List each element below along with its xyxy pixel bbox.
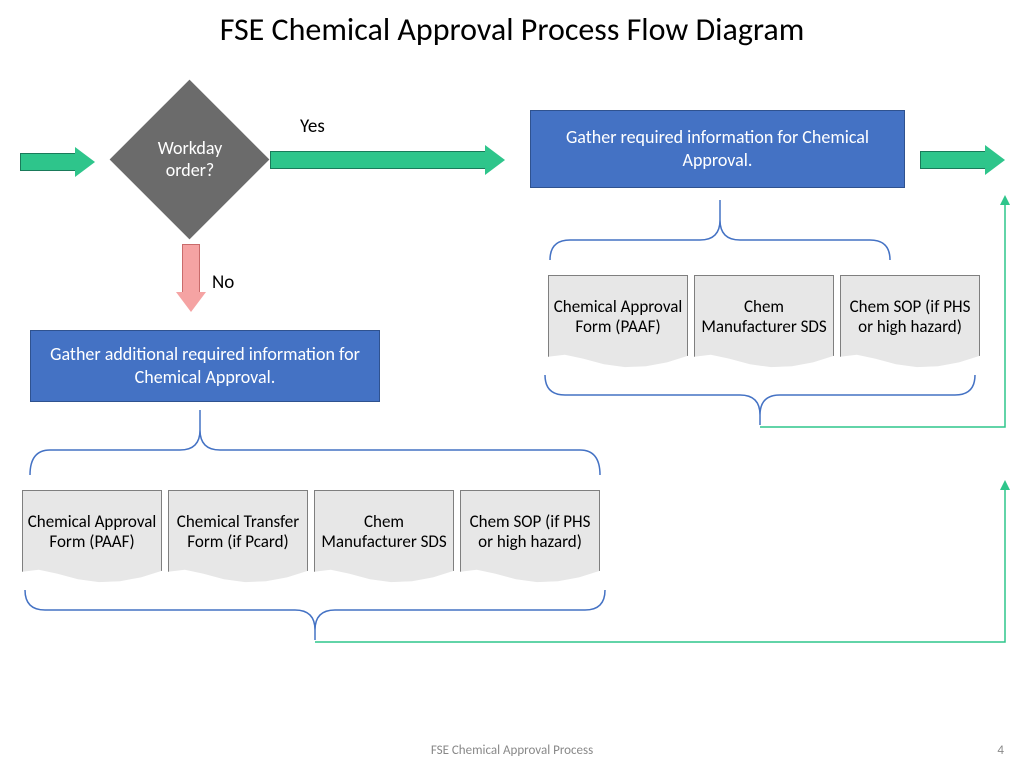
process-gather-yes: Gather required information for Chemical…: [530, 110, 905, 188]
brace-no-top: [20, 405, 610, 480]
process-gather-no: Gather additional required information f…: [30, 330, 380, 402]
arrow-entry: [20, 147, 95, 177]
decision-label: Workday order?: [110, 80, 270, 240]
connector-no-elbow: [310, 475, 1015, 650]
arrow-yes: [270, 145, 505, 175]
decision-workday-order: Workday order?: [110, 80, 270, 240]
doc-yes-paaf: Chemical Approval Form (PAAF): [548, 275, 688, 370]
connector-yes-elbow: [755, 190, 1015, 435]
label-yes: Yes: [300, 115, 325, 138]
page-number: 4: [997, 743, 1004, 758]
doc-no-paaf: Chemical Approval Form (PAAF): [22, 490, 162, 585]
footer-text: FSE Chemical Approval Process: [0, 743, 1024, 758]
page-title: FSE Chemical Approval Process Flow Diagr…: [0, 10, 1024, 49]
arrow-final-out: [920, 145, 1005, 175]
label-no: No: [212, 271, 234, 294]
arrow-no: [176, 244, 206, 312]
doc-no-transfer: Chemical Transfer Form (if Pcard): [168, 490, 308, 585]
